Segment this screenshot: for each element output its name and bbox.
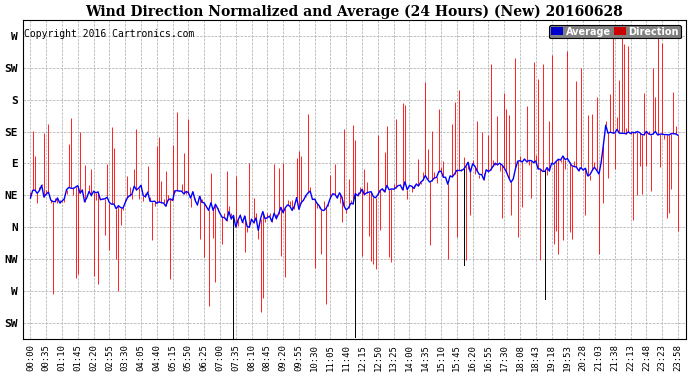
Text: Copyright 2016 Cartronics.com: Copyright 2016 Cartronics.com (24, 29, 194, 39)
Legend: Average, Direction: Average, Direction (549, 25, 681, 39)
Title: Wind Direction Normalized and Average (24 Hours) (New) 20160628: Wind Direction Normalized and Average (2… (86, 4, 623, 18)
